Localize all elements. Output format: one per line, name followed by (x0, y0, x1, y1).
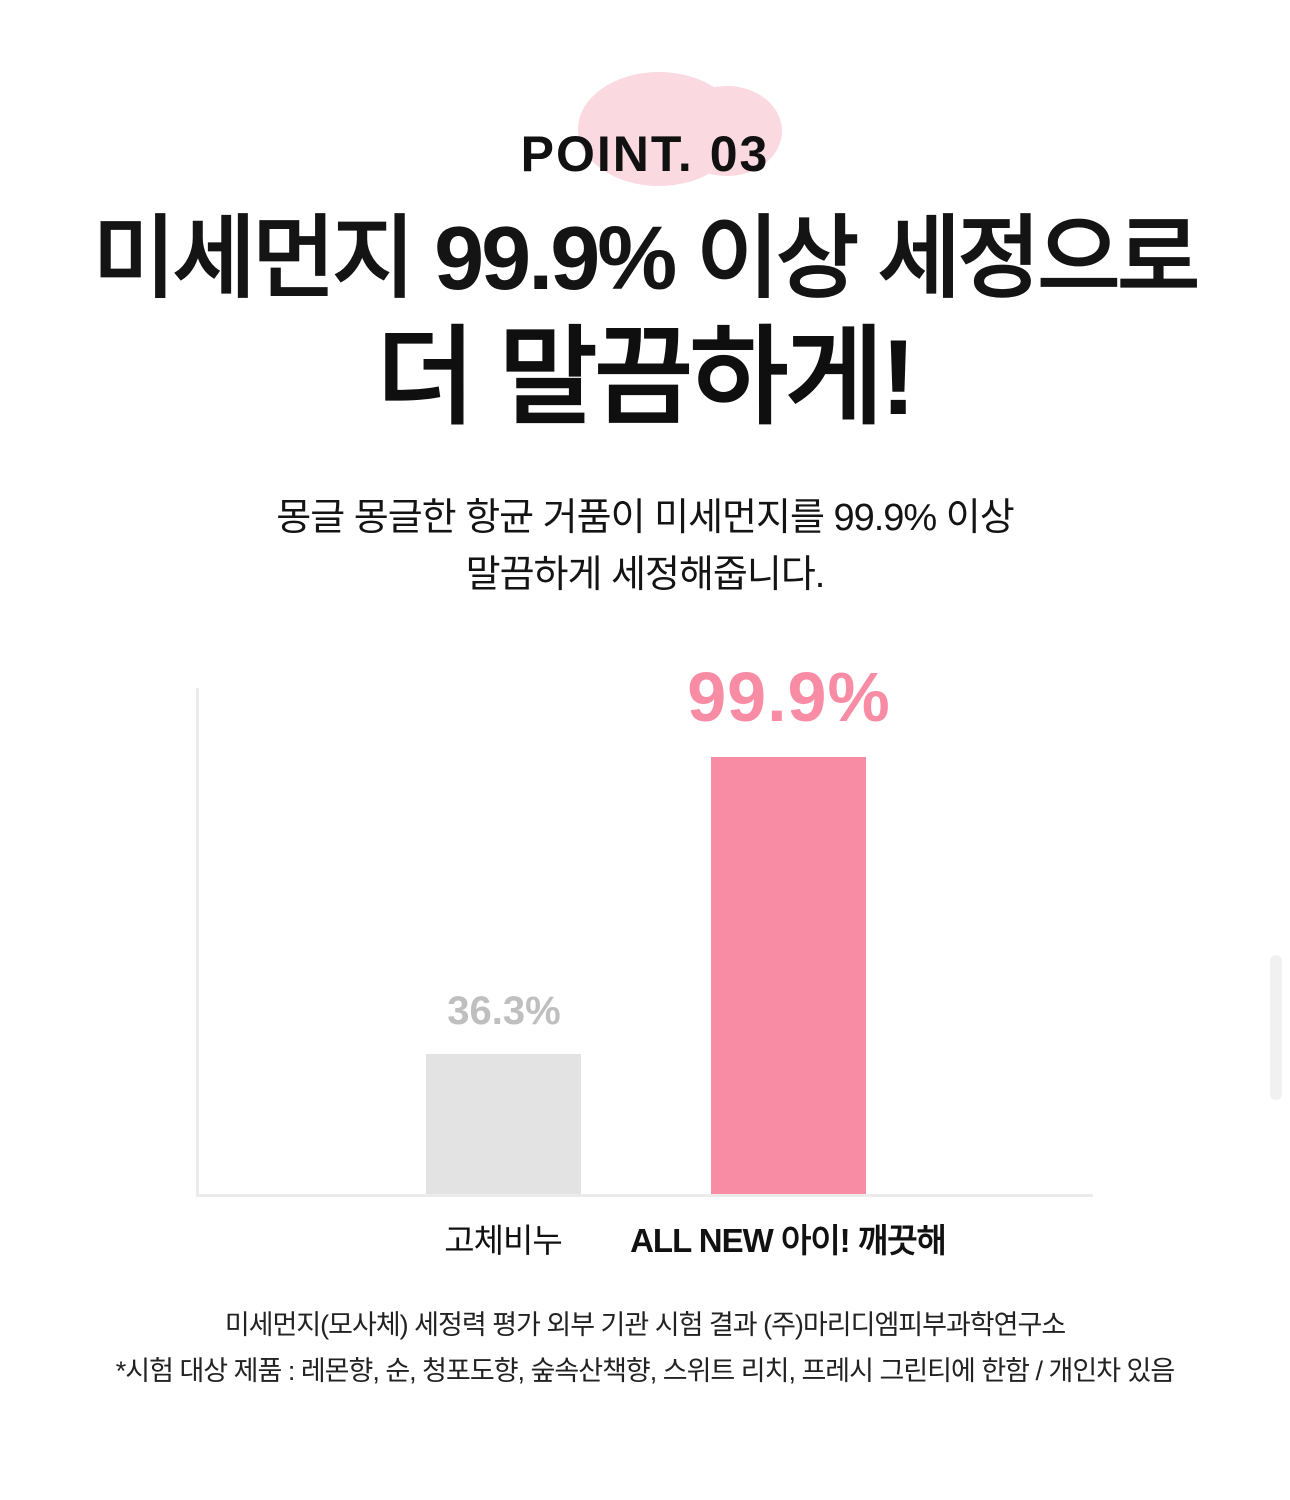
headline: 미세먼지 99.9% 이상 세정으로 더 말끔하게! (0, 212, 1290, 432)
footnote-line2: *시험 대상 제품 : 레몬향, 순, 청포도향, 숲속산책향, 스위트 리치,… (115, 1356, 1175, 1386)
value-label-product: 99.9% (687, 658, 891, 736)
chart-y-axis-line (196, 688, 199, 1197)
subtitle: 몽글 몽글한 항균 거품이 미세먼지를 99.9% 이상 말끔하게 세정해줍니다… (0, 490, 1290, 604)
subtitle-line1: 몽글 몽글한 항균 거품이 미세먼지를 99.9% 이상 (276, 497, 1014, 539)
point-badge: POINT. 03 (520, 126, 770, 182)
pink-blob-decoration-small (672, 86, 782, 176)
headline-line2: 더 말끔하게! (376, 317, 917, 437)
value-label-solid-soap: 36.3% (447, 989, 561, 1033)
headline-line1: 미세먼지 99.9% 이상 세정으로 (92, 209, 1200, 309)
category-label-product: ALL NEW 아이! 깨끗해 (630, 1222, 947, 1259)
footnote-line1: 미세먼지(모사체) 세정력 평가 외부 기관 시험 결과 (주)마리디엠피부과학… (224, 1310, 1066, 1340)
bar-solid-soap (426, 1054, 581, 1194)
footnotes: 미세먼지(모사체) 세정력 평가 외부 기관 시험 결과 (주)마리디엠피부과학… (0, 1302, 1290, 1394)
subtitle-line2: 말끔하게 세정해줍니다. (465, 554, 826, 596)
bar-product (711, 757, 866, 1194)
chart-x-axis-line (196, 1194, 1093, 1197)
scrollbar-thumb[interactable] (1270, 955, 1282, 1100)
category-label-solid-soap: 고체비누 (444, 1222, 562, 1259)
